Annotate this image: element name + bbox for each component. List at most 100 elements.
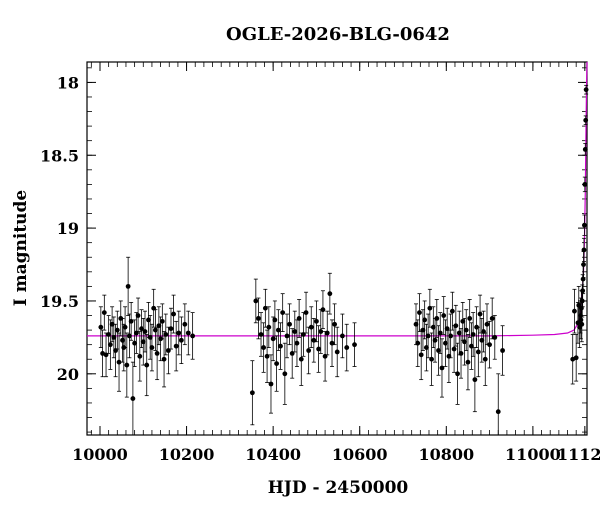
data-point bbox=[168, 326, 174, 332]
data-point bbox=[579, 321, 585, 327]
data-point bbox=[327, 291, 333, 297]
data-point bbox=[306, 348, 312, 353]
data-point bbox=[266, 324, 272, 330]
data-point bbox=[484, 321, 490, 327]
data-point bbox=[278, 343, 283, 349]
data-point bbox=[178, 337, 184, 343]
data-point bbox=[294, 340, 300, 346]
data-point bbox=[462, 339, 467, 345]
data-point bbox=[154, 351, 160, 356]
data-point bbox=[256, 316, 261, 321]
plot-frame bbox=[86, 61, 588, 436]
data-point bbox=[472, 377, 478, 383]
data-point bbox=[280, 310, 286, 316]
data-point bbox=[572, 308, 577, 314]
data-point bbox=[298, 356, 304, 362]
x-tick-label: 11120 bbox=[557, 445, 600, 464]
data-point bbox=[140, 339, 146, 345]
data-point bbox=[137, 353, 143, 359]
data-point bbox=[489, 316, 495, 321]
data-point bbox=[449, 308, 455, 314]
data-point bbox=[581, 262, 586, 267]
data-point bbox=[432, 337, 438, 343]
data-point bbox=[261, 345, 267, 350]
data-point bbox=[463, 327, 469, 333]
data-point bbox=[139, 326, 144, 332]
data-point bbox=[422, 317, 428, 323]
data-point bbox=[171, 311, 176, 317]
y-tick-label: 18 bbox=[57, 73, 79, 92]
data-point bbox=[122, 324, 128, 330]
data-point bbox=[479, 337, 485, 343]
data-point bbox=[182, 321, 188, 327]
data-point bbox=[284, 333, 290, 339]
data-point bbox=[467, 316, 473, 321]
data-point bbox=[249, 390, 255, 396]
data-point bbox=[456, 330, 462, 336]
data-point bbox=[292, 329, 298, 334]
data-point bbox=[161, 356, 167, 362]
y-tick-label: 20 bbox=[57, 365, 79, 384]
data-point bbox=[185, 330, 191, 336]
data-point bbox=[127, 333, 132, 339]
data-point bbox=[303, 310, 309, 316]
data-point bbox=[190, 333, 196, 339]
data-point bbox=[106, 332, 112, 337]
data-point bbox=[332, 321, 338, 327]
data-point bbox=[114, 327, 120, 333]
data-point bbox=[268, 381, 274, 387]
data-point bbox=[413, 321, 419, 327]
data-point bbox=[173, 343, 179, 349]
data-point bbox=[465, 359, 471, 365]
data-point bbox=[495, 409, 501, 415]
data-point bbox=[125, 283, 131, 289]
data-point bbox=[98, 324, 104, 330]
data-point bbox=[578, 317, 584, 323]
data-point bbox=[500, 348, 505, 353]
data-point bbox=[130, 396, 136, 401]
data-point bbox=[147, 334, 153, 340]
data-point bbox=[482, 356, 488, 362]
data-point bbox=[582, 181, 588, 187]
data-point bbox=[582, 222, 587, 228]
data-point bbox=[429, 356, 434, 362]
data-point bbox=[581, 247, 587, 253]
data-point bbox=[460, 318, 466, 324]
data-point bbox=[436, 348, 441, 353]
chart-title: OGLE-2026-BLG-0642 bbox=[226, 24, 450, 45]
x-tick-label: 10600 bbox=[332, 445, 388, 464]
data-point bbox=[152, 327, 158, 333]
data-point bbox=[439, 365, 445, 371]
data-point bbox=[352, 342, 357, 348]
data-point bbox=[135, 313, 141, 318]
data-point bbox=[583, 87, 589, 93]
data-point bbox=[116, 359, 122, 365]
data-point bbox=[258, 332, 264, 337]
data-point bbox=[128, 318, 134, 324]
data-point bbox=[415, 340, 421, 346]
data-points-layer bbox=[98, 84, 589, 436]
y-tick-label: 18.5 bbox=[40, 146, 79, 165]
data-point bbox=[583, 117, 589, 123]
data-point bbox=[582, 147, 588, 152]
data-point bbox=[417, 310, 422, 316]
data-point bbox=[443, 340, 448, 346]
data-point bbox=[318, 329, 324, 334]
data-point bbox=[101, 310, 107, 316]
data-point bbox=[320, 307, 326, 313]
data-point bbox=[477, 311, 483, 317]
data-point bbox=[308, 324, 314, 330]
data-point bbox=[282, 371, 288, 377]
data-point bbox=[287, 321, 292, 327]
data-point bbox=[156, 323, 162, 329]
data-point bbox=[427, 305, 433, 311]
data-point bbox=[437, 330, 443, 336]
x-axis-label: HJD - 2450000 bbox=[268, 478, 409, 498]
data-point bbox=[453, 323, 459, 329]
data-point bbox=[275, 327, 281, 333]
data-point bbox=[573, 355, 579, 361]
x-tick-label: 10000 bbox=[72, 445, 128, 464]
x-tick-label: 10400 bbox=[245, 445, 301, 464]
data-point bbox=[420, 327, 426, 333]
